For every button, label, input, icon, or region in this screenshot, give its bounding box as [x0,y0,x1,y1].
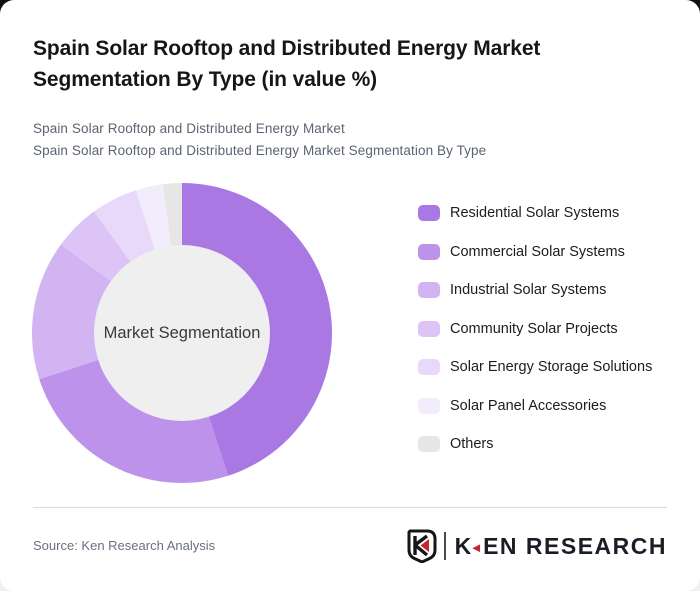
legend-label: Community Solar Projects [450,320,618,337]
legend-label: Solar Energy Storage Solutions [450,359,653,375]
legend-swatch-icon [418,397,440,414]
logo-separator [443,532,446,560]
donut-center: Market Segmentation [94,245,270,421]
legend-swatch-icon [418,282,440,298]
ken-research-logo: K◄EN RESEARCH [407,529,667,563]
chart-legend: Residential Solar Systems Commercial Sol… [418,201,652,456]
legend-label: Industrial Solar Systems [450,282,607,298]
source-note: Source: Ken Research Analysis [33,538,216,553]
legend-item-commercial: Commercial Solar Systems [418,240,652,264]
donut-chart: Market Segmentation [32,183,332,483]
legend-swatch-icon [418,205,440,221]
legend-swatch-icon [418,436,440,452]
legend-item-industrial: Industrial Solar Systems [418,278,652,302]
logo-red-triangle-icon: ◄ [469,539,485,555]
legend-swatch-icon [418,243,440,260]
legend-item-storage: Solar Energy Storage Solutions [418,355,652,379]
legend-item-accessories: Solar Panel Accessories [418,394,652,418]
page-title: Spain Solar Rooftop and Distributed Ener… [33,37,541,91]
legend-label: Commercial Solar Systems [450,243,625,260]
subtitle-segmentation: Spain Solar Rooftop and Distributed Ener… [33,143,487,158]
legend-swatch-icon [418,320,440,337]
footer-divider [33,507,667,508]
ken-research-shield-icon [407,529,437,563]
logo-wordmark: K◄EN RESEARCH [454,532,667,559]
legend-swatch-icon [418,359,440,375]
donut-center-label: Market Segmentation [103,323,261,342]
legend-label: Solar Panel Accessories [450,397,607,414]
legend-item-others: Others [418,432,652,456]
legend-label: Residential Solar Systems [450,205,620,221]
legend-item-residential: Residential Solar Systems [418,201,652,225]
legend-label: Others [450,436,494,452]
subtitle-market: Spain Solar Rooftop and Distributed Ener… [33,121,345,136]
legend-item-community: Community Solar Projects [418,317,652,341]
